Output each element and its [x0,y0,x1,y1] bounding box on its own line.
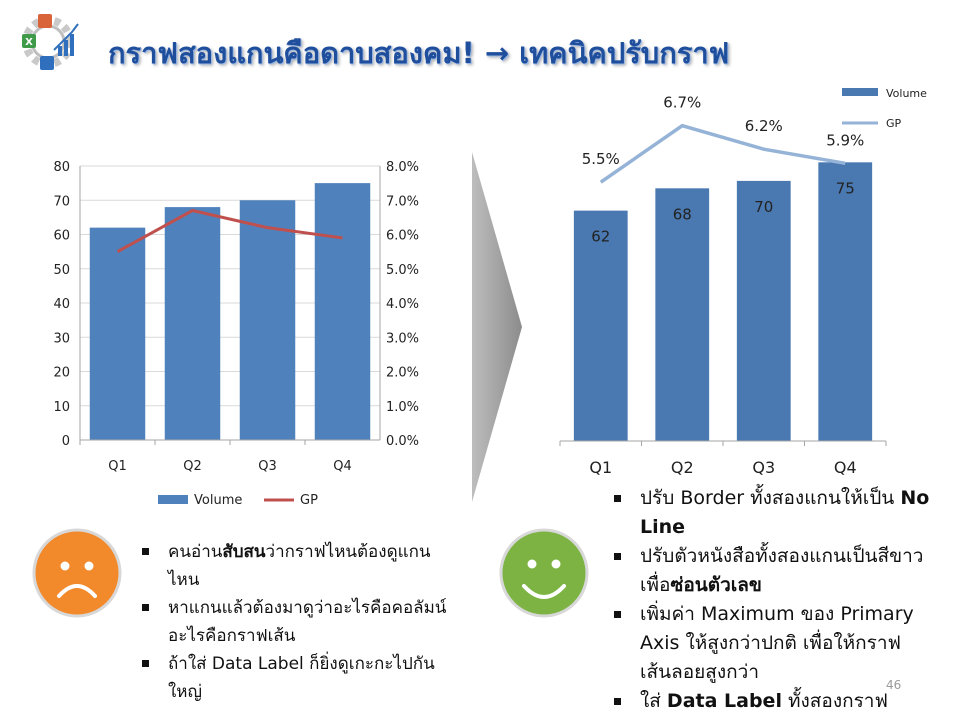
line-data-label: 6.7% [663,94,701,112]
bar-data-label: 70 [754,198,773,216]
volume-bar [736,180,791,441]
volume-bar [655,188,710,441]
y-tick-label: 30 [53,331,70,346]
page-number: 46 [886,678,902,692]
bullet-square-icon [614,611,621,618]
problem-item: ถ้าใส่ Data Label ก็ยิ่งดูเกะกะไปกันใหญ่ [138,650,458,706]
y2-tick-label: 6.0% [386,229,419,244]
bullet-text: ว่ากราฟไหนต้องดูแกนไหน [168,542,431,590]
volume-bar [89,227,146,440]
volume-bar [818,162,873,441]
emphasis-text: สับสน [222,542,266,562]
y-tick-label: 10 [53,400,70,415]
volume-bar [239,200,296,440]
bullet-text: ปรับตัวหนังสือทั้งสองแกนเป็นสีขาว เพื่อ [640,545,924,596]
bullet-text: ทั้งสองกราฟ [781,690,888,712]
x-tick-label: Q4 [333,459,352,474]
problem-item: คนอ่านสับสนว่ากราฟไหนต้องดูแกนไหน [138,538,458,594]
bar-data-label: 75 [836,179,855,197]
x-tick-label: Q2 [671,458,694,477]
fix-item: ปรับตัวหนังสือทั้งสองแกนเป็นสีขาว เพื่อซ… [610,542,930,600]
bullet-text: หาแกนแล้วต้องมาดูว่าอะไรคือคอลัมน์ อะไรค… [168,598,447,646]
bullet-text: ถ้าใส่ Data Label ก็ยิ่งดูเกะกะไปกันใหญ่ [168,654,435,702]
gear-chart-logo-icon: X [22,14,79,70]
y-tick-label: 80 [53,160,70,175]
bullet-text: ปรับ Border ทั้งสองแกนให้เป็น [640,487,901,509]
bullet-square-icon [614,553,621,560]
bar-data-label: 62 [591,228,610,246]
volume-bar [573,210,628,441]
fix-item: ใส่ Data Label ทั้งสองกราฟ [610,687,930,716]
y2-tick-label: 1.0% [386,400,419,415]
y-tick-label: 0 [62,434,70,449]
gp-line [599,123,846,184]
bullet-square-icon [614,495,621,502]
y2-tick-label: 0.0% [386,434,419,449]
y-tick-label: 50 [53,263,70,278]
y-tick-label: 20 [53,366,70,381]
x-tick-label: Q1 [589,458,612,477]
volume-bar [164,207,221,440]
bar-data-label: 68 [673,205,692,223]
y2-tick-label: 3.0% [386,331,419,346]
bullet-square-icon [142,548,149,555]
right-improved-chart: 62 68 70 75 Q1 Q2 Q3 Q4 5.5% 6.7% 6.2% 5.9% Volume GP [559,87,927,477]
happy-face-icon [499,528,589,618]
fixes-list: ปรับ Border ทั้งสองแกนให้เป็น No Line ปรั… [610,484,930,716]
line-data-label: 6.2% [745,117,783,135]
emphasis-text: ซ่อนตัวเลข [670,574,762,596]
gp-line [116,208,343,253]
legend-swatch-volume [158,495,188,504]
bullet-square-icon [142,604,149,611]
sad-face-icon [32,528,122,618]
chevron-right-icon [472,152,522,502]
line-data-label: 5.5% [582,150,620,168]
x-tick-label: Q3 [258,459,277,474]
legend-label-volume: Volume [194,493,242,508]
legend-label-volume: Volume [886,87,927,100]
problems-list: คนอ่านสับสนว่ากราฟไหนต้องดูแกนไหน หาแกนแล… [138,538,458,706]
legend-swatch-volume [842,88,878,96]
emphasis-text: No Line [640,487,930,538]
x-tick-label: Q3 [752,458,775,477]
y-tick-label: 70 [53,194,70,209]
problem-item: หาแกนแล้วต้องมาดูว่าอะไรคือคอลัมน์ อะไรค… [138,594,458,650]
fix-item: ปรับ Border ทั้งสองแกนให้เป็น No Line [610,484,930,542]
y2-tick-label: 5.0% [386,263,419,278]
bullet-square-icon [614,698,621,705]
legend-label-gp: GP [300,493,318,508]
emphasis-text: Data Label [666,690,782,712]
svg-text:X: X [25,37,33,48]
line-data-label: 5.9% [826,131,864,149]
fix-item: เพิ่มค่า Maximum ของ Primary Axis ให้สูง… [610,600,930,687]
y-tick-label: 60 [53,229,70,244]
x-tick-label: Q4 [834,458,857,477]
bullet-text: คนอ่าน [168,542,223,562]
volume-bar [314,183,371,440]
left-dual-axis-chart: 0 10 20 30 40 50 60 70 80 0.0% 1.0% 2.0% 3.0% 4.0% 5.0… [53,160,419,508]
y-tick-label: 40 [53,297,70,312]
y2-tick-label: 2.0% [386,366,419,381]
legend-label-gp: GP [886,117,902,130]
x-tick-label: Q2 [183,459,202,474]
slide-title: กราฟสองแกนคือดาบสองคม! → เทคนิคปรับกราฟ [108,36,730,70]
y2-tick-label: 8.0% [386,160,419,175]
bullet-square-icon [142,660,149,667]
y2-tick-label: 7.0% [386,194,419,209]
y2-tick-label: 4.0% [386,297,419,312]
bullet-text: ใส่ [640,690,667,712]
x-tick-label: Q1 [108,459,127,474]
bullet-text: เพิ่มค่า Maximum ของ Primary Axis ให้สูง… [640,603,914,683]
